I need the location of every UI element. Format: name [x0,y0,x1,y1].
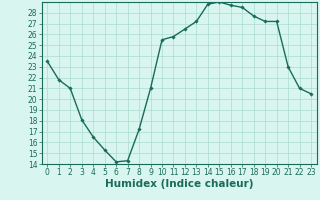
X-axis label: Humidex (Indice chaleur): Humidex (Indice chaleur) [105,179,253,189]
